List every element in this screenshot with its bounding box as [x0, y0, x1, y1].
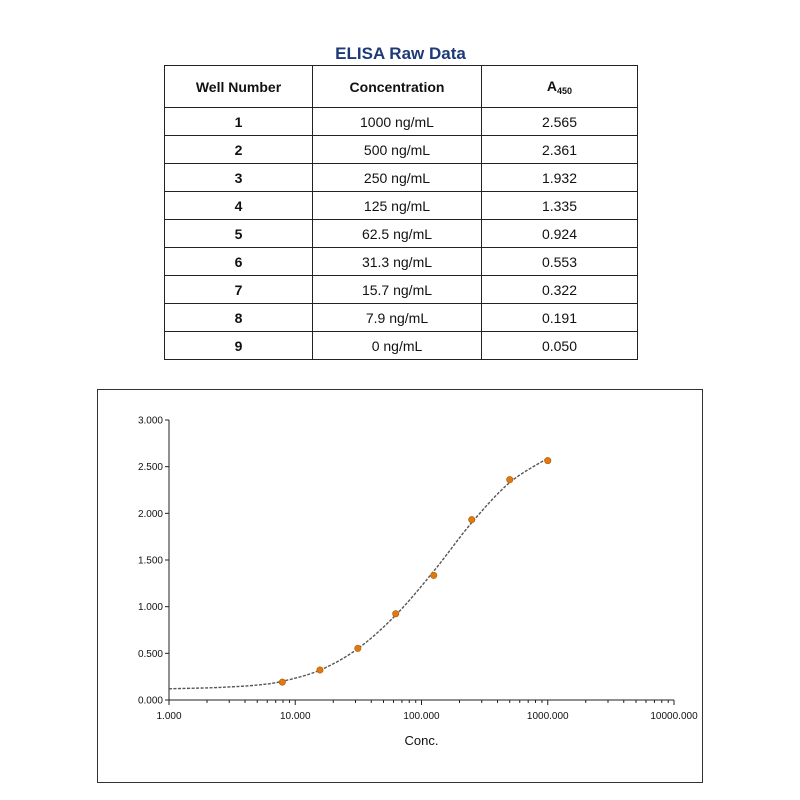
cell-absorbance: 0.191: [481, 303, 638, 332]
cell-absorbance: 0.924: [481, 219, 638, 248]
data-point: [430, 571, 438, 579]
data-point: [316, 666, 324, 674]
y-tick-label: 1.000: [138, 602, 163, 613]
y-tick-label: 3.000: [138, 416, 163, 427]
standard-curve-chart: 0.000 0.500 1.000 1.500 2.000 2.500 3.000 1.000…: [138, 416, 698, 749]
header-absorbance: A450: [481, 65, 638, 108]
table-row: 8 7.9 ng/mL 0.191: [164, 303, 638, 332]
cell-concentration: 15.7 ng/mL: [312, 275, 482, 304]
cell-concentration: 31.3 ng/mL: [312, 247, 482, 276]
x-tick-label: 10.000: [280, 711, 311, 722]
raw-data-table: Well Number Concentration A450 1 1000 ng/…: [164, 65, 638, 360]
cell-absorbance: 0.322: [481, 275, 638, 304]
table-header-row: Well Number Concentration A450: [164, 65, 638, 108]
header-well-number: Well Number: [164, 65, 313, 108]
table-row: 6 31.3 ng/mL 0.553: [164, 247, 638, 276]
data-point: [278, 678, 286, 686]
cell-well-number: 8: [164, 303, 313, 332]
y-tick-label: 2.000: [138, 509, 163, 520]
x-tick-label: 1000.000: [527, 711, 569, 722]
cell-concentration: 62.5 ng/mL: [312, 219, 482, 248]
header-concentration: Concentration: [312, 65, 482, 108]
cell-well-number: 2: [164, 135, 313, 164]
data-point: [544, 457, 552, 465]
x-tick-label: 1.000: [156, 711, 181, 722]
x-axis-title: Conc.: [405, 733, 439, 748]
cell-well-number: 1: [164, 107, 313, 136]
x-tick-label: 100.000: [403, 711, 440, 722]
table-body: 1 1000 ng/mL 2.565 2 500 ng/mL 2.361 3 250 ng/m…: [164, 107, 638, 360]
x-tick-label: 10000.000: [650, 711, 698, 722]
data-point: [468, 516, 476, 524]
table-title: ELISA Raw Data: [335, 44, 466, 63]
y-tick-label: 1.500: [138, 556, 163, 567]
cell-concentration: 0 ng/mL: [312, 331, 482, 360]
cell-well-number: 7: [164, 275, 313, 304]
cell-concentration: 7.9 ng/mL: [312, 303, 482, 332]
cell-concentration: 250 ng/mL: [312, 163, 482, 192]
data-point: [354, 644, 362, 652]
cell-absorbance: 0.553: [481, 247, 638, 276]
table-row: 5 62.5 ng/mL 0.924: [164, 219, 638, 248]
table-row: 1 1000 ng/mL 2.565: [164, 107, 638, 136]
cell-absorbance: 1.335: [481, 191, 638, 220]
header-absorbance-subscript: 450: [557, 85, 573, 96]
cell-well-number: 6: [164, 247, 313, 276]
y-tick-label: 0.000: [138, 696, 163, 707]
cell-absorbance: 0.050: [481, 331, 638, 360]
cell-absorbance: 2.565: [481, 107, 638, 136]
data-point: [392, 610, 400, 618]
fit-curve-line: [168, 457, 549, 690]
cell-absorbance: 1.932: [481, 163, 638, 192]
cell-concentration: 1000 ng/mL: [312, 107, 482, 136]
cell-concentration: 500 ng/mL: [312, 135, 482, 164]
data-point: [506, 476, 514, 484]
cell-well-number: 4: [164, 191, 313, 220]
table-row: 4 125 ng/mL 1.335: [164, 191, 638, 220]
header-absorbance-main: A: [546, 77, 558, 94]
cell-absorbance: 2.361: [481, 135, 638, 164]
y-tick-label: 0.500: [138, 649, 163, 660]
table-row: 7 15.7 ng/mL 0.322: [164, 275, 638, 304]
cell-concentration: 125 ng/mL: [312, 191, 482, 220]
cell-well-number: 9: [164, 331, 313, 360]
cell-well-number: 3: [164, 163, 313, 192]
y-tick-label: 2.500: [138, 462, 163, 473]
cell-well-number: 5: [164, 219, 313, 248]
chart-frame: [97, 389, 703, 783]
table-row: 2 500 ng/mL 2.361: [164, 135, 638, 164]
table-row: 3 250 ng/mL 1.932: [164, 163, 638, 192]
